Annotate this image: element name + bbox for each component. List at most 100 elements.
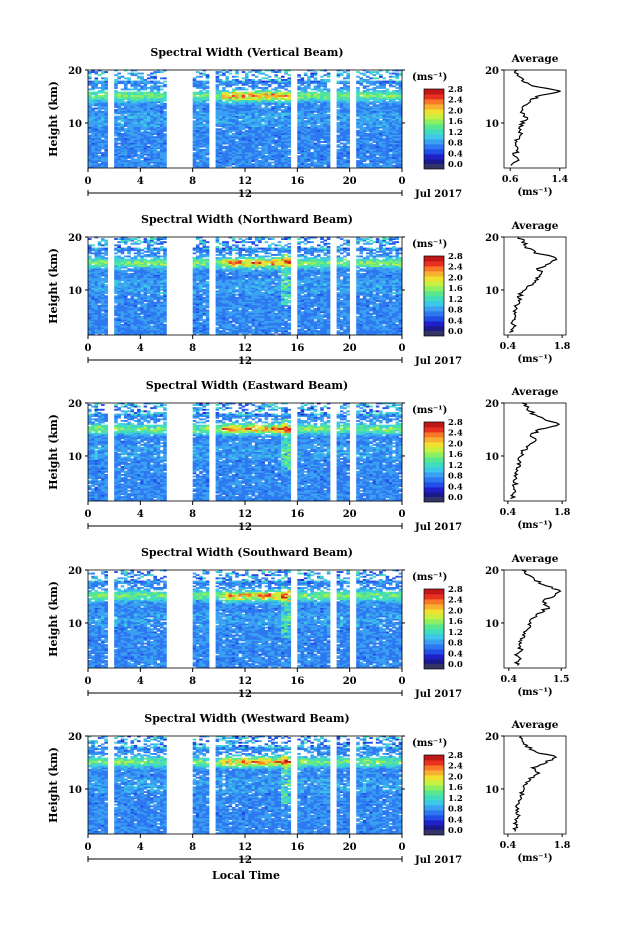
heatmap-cell	[130, 242, 135, 245]
heatmap-cell	[97, 117, 102, 119]
heatmap-cell	[153, 128, 157, 131]
heatmap-cell	[195, 147, 200, 150]
heatmap-cell	[117, 160, 121, 162]
heatmap-cell	[143, 160, 148, 162]
heatmap-cell	[104, 155, 108, 158]
heatmap-cell	[137, 80, 141, 83]
heatmap-cell	[88, 72, 92, 75]
heatmap-cell	[228, 163, 233, 166]
heatmap-cell	[91, 156, 95, 159]
heatmap-cell	[117, 150, 121, 153]
heatmap-cell	[202, 150, 207, 153]
heatmap-cell	[137, 139, 141, 142]
heatmap-cell	[117, 80, 121, 83]
heatmap-cell	[160, 134, 164, 137]
heatmap-cell	[97, 128, 102, 131]
heatmap-cell	[91, 80, 95, 83]
heatmap-cell	[218, 117, 223, 119]
heatmap-cell	[156, 115, 161, 118]
heatmap-cell	[228, 136, 233, 139]
heatmap-cell	[231, 133, 236, 135]
heatmap-cell	[225, 90, 229, 92]
heatmap-cell	[91, 102, 95, 105]
heatmap-cell	[94, 91, 99, 94]
heatmap-cell	[117, 126, 121, 129]
heatmap-cell	[153, 121, 157, 124]
heatmap-cell	[218, 155, 223, 158]
heatmap-cell	[124, 158, 128, 161]
heatmap-cell	[160, 147, 164, 150]
heatmap-cell	[231, 147, 236, 150]
heatmap-cell	[104, 87, 108, 89]
heatmap-cell	[205, 125, 210, 127]
heatmap-cell	[117, 133, 121, 135]
heatmap-cell	[192, 110, 197, 113]
heatmap-cell	[385, 80, 390, 83]
heatmap-cell	[143, 99, 148, 102]
heatmap-cell	[369, 101, 373, 104]
heatmap-cell	[160, 126, 164, 129]
heatmap-cell	[231, 114, 236, 116]
heatmap-cell	[117, 72, 121, 75]
heatmap-cell	[137, 91, 141, 94]
heatmap-cell	[133, 118, 138, 121]
heatmap-cell	[339, 72, 344, 75]
heatmap-cell	[143, 123, 148, 126]
x-tick-label: 0	[85, 176, 92, 187]
heatmap-cell	[104, 142, 108, 145]
heatmap-cell	[97, 139, 102, 142]
heatmap-cell	[199, 150, 203, 153]
heatmap-cell	[261, 77, 265, 80]
heatmap-cell	[91, 258, 95, 261]
heatmap-cell	[336, 72, 341, 75]
heatmap-cell	[137, 117, 141, 119]
heatmap-cell	[160, 166, 164, 169]
heatmap-cell	[343, 142, 347, 145]
heatmap-cell	[359, 91, 364, 94]
heatmap-cell	[120, 96, 125, 99]
heatmap-cell	[130, 156, 135, 159]
heatmap-cell	[156, 144, 161, 147]
heatmap-cell	[130, 115, 135, 118]
heatmap-cell	[130, 145, 135, 148]
heatmap-cell	[104, 133, 108, 135]
heatmap-cell	[156, 121, 161, 124]
heatmap-cell	[195, 114, 200, 116]
heatmap-cell	[228, 164, 233, 167]
heatmap-cell	[146, 166, 151, 169]
heatmap-cell	[153, 133, 157, 135]
heatmap-cell	[101, 244, 105, 247]
heatmap-cell	[222, 131, 226, 134]
heatmap-cell	[94, 155, 99, 158]
heatmap-cell	[104, 120, 108, 123]
heatmap-cell	[150, 112, 154, 115]
heatmap-cell	[101, 98, 105, 100]
heatmap-cell	[231, 139, 236, 142]
heatmap-cell	[163, 125, 167, 127]
heatmap-cell	[140, 145, 144, 148]
heatmap-cell	[124, 133, 128, 135]
heatmap-cell	[120, 133, 125, 135]
heatmap-cell	[202, 128, 207, 131]
heatmap-cell	[160, 121, 164, 124]
heatmap-cell	[163, 158, 167, 161]
heatmap-cell	[366, 79, 370, 81]
heatmap-cell	[101, 161, 105, 164]
heatmap-cell	[156, 87, 161, 89]
heatmap-cell	[356, 160, 360, 162]
heatmap-cell	[274, 74, 278, 77]
heatmap-cell	[120, 109, 125, 112]
heatmap-cell	[124, 94, 128, 97]
heatmap-cell	[120, 152, 125, 154]
heatmap-cell	[215, 137, 220, 140]
heatmap-cell	[101, 99, 105, 102]
heatmap-cell	[143, 101, 148, 104]
heatmap-cell	[156, 80, 161, 83]
heatmap-cell	[150, 160, 154, 162]
heatmap-cell	[91, 160, 95, 162]
heatmap-cell	[88, 125, 92, 127]
heatmap-cell	[88, 255, 92, 258]
heatmap-cell	[215, 96, 220, 99]
heatmap-cell	[117, 102, 121, 105]
